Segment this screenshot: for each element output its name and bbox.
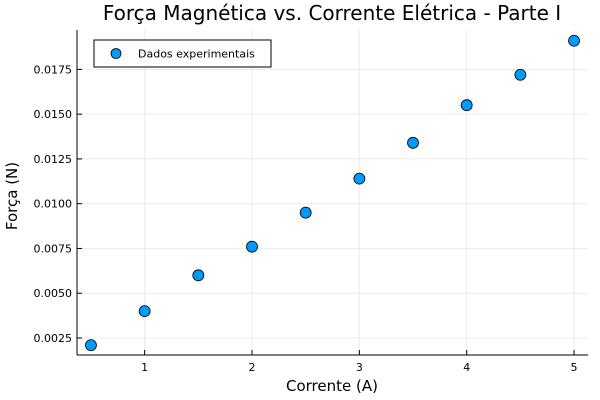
chart-title: Força Magnética vs. Corrente Elétrica - … bbox=[103, 1, 561, 25]
y-tick-label: 0.0050 bbox=[34, 287, 73, 300]
x-ticks: 1 2 3 4 5 bbox=[141, 350, 578, 374]
data-point bbox=[299, 206, 312, 219]
grid bbox=[77, 30, 588, 355]
legend-box bbox=[93, 39, 272, 68]
x-tick-label: 2 bbox=[248, 361, 255, 374]
axes bbox=[76, 30, 588, 356]
data-point bbox=[460, 99, 473, 112]
y-tick-label: 0.0125 bbox=[34, 153, 73, 166]
data-point bbox=[138, 305, 151, 318]
x-tick-label: 4 bbox=[463, 361, 470, 374]
x-axis-label: Corrente (A) bbox=[286, 377, 378, 395]
data-point bbox=[246, 240, 258, 253]
data-point bbox=[192, 269, 205, 282]
data-point bbox=[568, 34, 580, 47]
y-tick-label: 0.0025 bbox=[34, 332, 73, 345]
y-ticks: 0.0025 0.0050 0.0075 0.0100 0.0125 0.0150 0.01… bbox=[34, 63, 82, 345]
x-tick-label: 5 bbox=[571, 361, 578, 374]
data-point bbox=[514, 68, 527, 81]
y-tick-label: 0.0100 bbox=[34, 198, 73, 211]
y-tick-label: 0.0175 bbox=[34, 63, 73, 76]
y-tick-label: 0.0075 bbox=[34, 242, 73, 255]
x-tick-label: 3 bbox=[356, 361, 363, 374]
y-tick-label: 0.0150 bbox=[34, 108, 73, 121]
data-points bbox=[85, 34, 580, 352]
data-point bbox=[407, 136, 419, 149]
legend-marker bbox=[110, 48, 122, 59]
legend: Dados experimentais bbox=[93, 39, 272, 68]
y-axis-label: Força (N) bbox=[3, 162, 21, 230]
x-tick-label: 1 bbox=[141, 361, 148, 374]
data-point bbox=[353, 172, 366, 185]
data-point bbox=[85, 339, 97, 352]
legend-entry: Dados experimentais bbox=[138, 48, 255, 61]
